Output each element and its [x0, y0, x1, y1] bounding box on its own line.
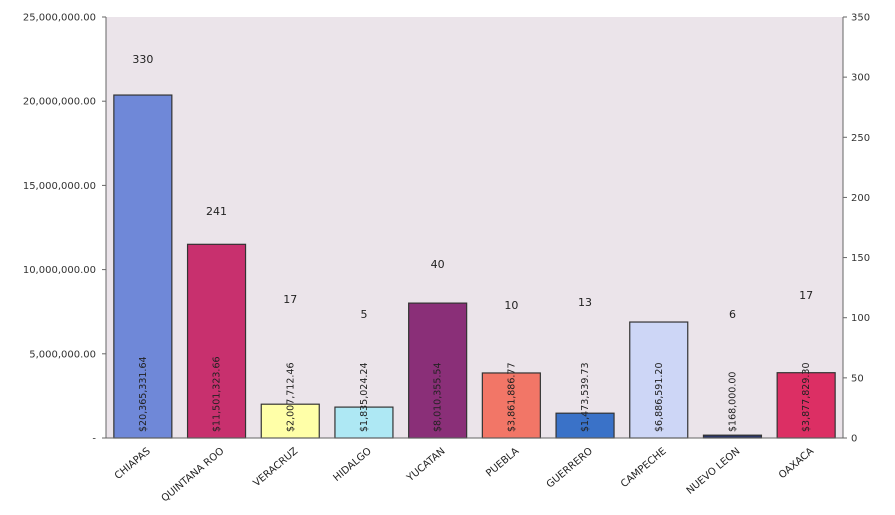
category-label: NUEVO LEON	[685, 446, 743, 497]
left-axis-tick-label: 15,000,000.00	[23, 181, 96, 192]
count-label: 13	[578, 296, 592, 309]
bar-value-label: $8,010,355.54	[433, 362, 444, 432]
bar-campeche	[629, 321, 689, 439]
bar-yucatan	[408, 302, 468, 439]
bar-guerrero	[555, 412, 615, 439]
count-label: 6	[729, 308, 736, 321]
right-axis-tick-label: 50	[851, 373, 864, 384]
bar-value-label: $1,473,539.73	[580, 362, 591, 432]
bar-hidalgo	[334, 406, 394, 439]
category-label: CAMPECHE	[619, 446, 669, 490]
right-axis-tick-label: 250	[851, 133, 870, 144]
count-label: 330	[132, 53, 153, 66]
left-axis-tick-label: 5,000,000.00	[29, 349, 96, 360]
bar-value-label: $11,501,323.66	[212, 356, 223, 432]
count-label: 241	[206, 205, 227, 218]
right-axis-tick-label: 0	[851, 434, 857, 445]
bar-value-label: $168,000.00	[727, 372, 738, 432]
category-label: GUERRERO	[545, 446, 595, 491]
bar-value-label: $1,835,024.24	[359, 362, 370, 432]
bar-veracruz	[260, 403, 320, 439]
bar-quintana-roo	[186, 243, 247, 439]
count-label: 17	[283, 293, 297, 306]
count-label: 17	[799, 289, 813, 302]
category-label: VERACRUZ	[252, 446, 301, 489]
right-axis-tick-label: 200	[851, 193, 870, 204]
count-label: 40	[431, 258, 445, 271]
bar-value-label: $20,365,331.64	[138, 356, 149, 432]
left-axis-tick-label: 25,000,000.00	[23, 13, 96, 24]
category-label: QUINTANA ROO	[160, 446, 227, 505]
category-label: HIDALGO	[332, 446, 374, 484]
count-label: 10	[504, 299, 518, 312]
right-axis-tick-label: 300	[851, 73, 870, 84]
bar-value-label: $3,861,886.77	[506, 362, 517, 432]
bar-oaxaca	[776, 372, 836, 439]
right-axis-tick-label: 350	[851, 13, 870, 24]
right-axis-tick-label: 150	[851, 253, 870, 264]
left-axis-tick-label: 10,000,000.00	[23, 265, 96, 276]
right-axis-tick-label: 100	[851, 313, 870, 324]
bar-value-label: $3,877,829.30	[801, 362, 812, 432]
bar-value-label: $2,007,712.46	[285, 362, 296, 432]
category-label: YUCATAN	[404, 446, 447, 485]
category-label: PUEBLA	[484, 446, 521, 480]
bar-value-label: $6,886,591.20	[654, 362, 665, 432]
count-label: 5	[360, 308, 367, 321]
category-label: OAXACA	[777, 446, 816, 481]
bar-chiapas	[113, 94, 173, 439]
category-label: CHIAPAS	[113, 446, 153, 482]
left-axis-tick-label: -	[92, 434, 96, 445]
left-axis-tick-label: 20,000,000.00	[23, 97, 96, 108]
